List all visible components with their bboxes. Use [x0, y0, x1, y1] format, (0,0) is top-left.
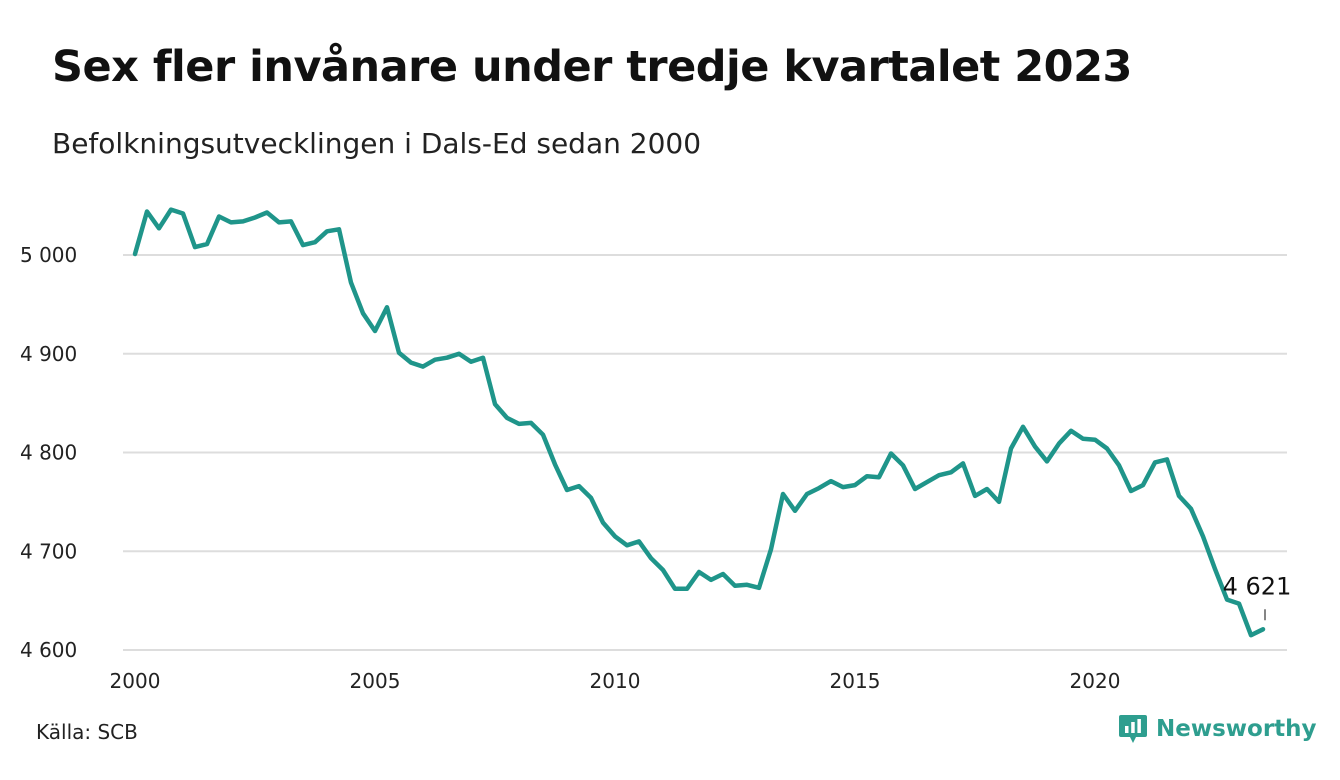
source-note: Källa: SCB	[36, 720, 138, 744]
grid-lines	[123, 254, 1287, 651]
x-tick-label: 2010	[590, 669, 641, 693]
x-tick-label: 2020	[1070, 669, 1121, 693]
brand-logo: Newsworthy	[1118, 713, 1317, 745]
y-tick-label: 4 900	[20, 342, 77, 366]
end-value-label: 4 621	[1223, 572, 1292, 600]
y-tick-label: 4 700	[20, 539, 77, 563]
x-tick-label: 2015	[830, 669, 881, 693]
chart-subtitle: Befolkningsutvecklingen i Dals-Ed sedan …	[52, 127, 702, 160]
brand-label: Newsworthy	[1156, 716, 1317, 742]
y-tick-label: 4 600	[20, 638, 77, 662]
y-axis-ticks: 4 600 4 700 4 800 4 900 5 000	[20, 243, 77, 662]
x-axis-ticks: 2000 2005 2010 2015 2020	[110, 669, 1121, 693]
x-tick-label: 2005	[350, 669, 401, 693]
series-group	[132, 207, 1266, 638]
y-tick-label: 4 800	[20, 441, 77, 465]
chart-title: Sex fler invånare under tredje kvartalet…	[52, 42, 1132, 92]
x-tick-label: 2000	[110, 669, 161, 693]
y-tick-label: 5 000	[20, 243, 77, 267]
end-label-group: 4 621	[1223, 572, 1292, 621]
series-line	[132, 207, 1266, 638]
chart-bubble-icon	[1119, 715, 1147, 743]
